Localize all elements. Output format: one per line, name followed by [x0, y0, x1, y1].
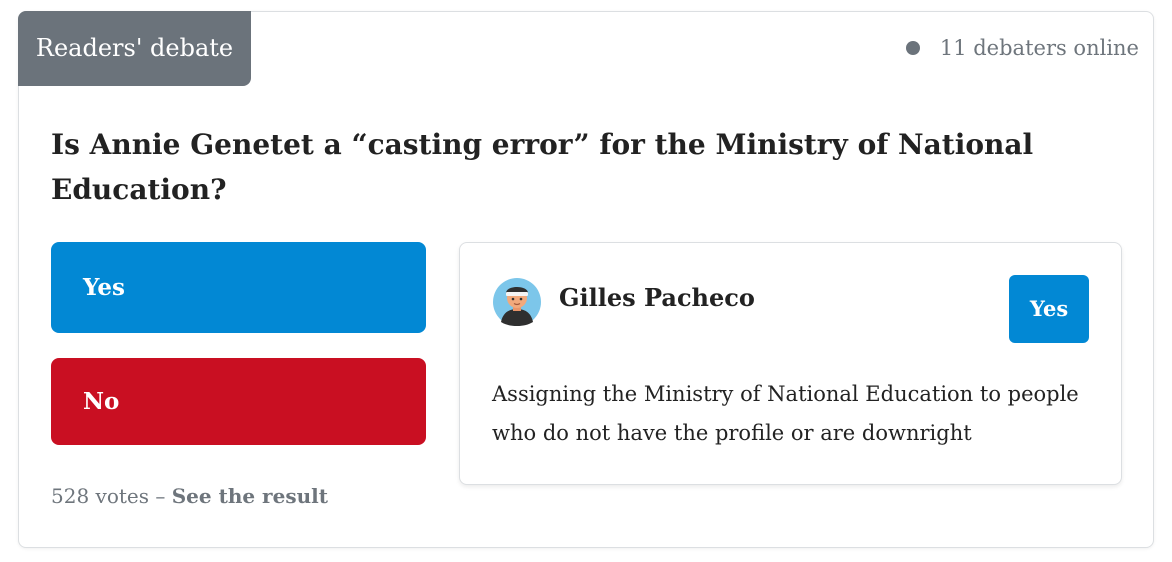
debate-card: Readers' debate 11 debaters online Is An… [18, 11, 1154, 548]
vote-no-button[interactable]: No [51, 358, 426, 445]
debate-question: Is Annie Genetet a “casting error” for t… [51, 128, 1034, 206]
votes-summary: 528 votes – See the result [51, 484, 328, 508]
votes-count: 528 votes – [51, 484, 172, 508]
vote-yes-button[interactable]: Yes [51, 242, 426, 333]
comment-author: Gilles Pacheco [559, 283, 755, 312]
dot-icon [905, 41, 920, 55]
online-status: 11 debaters online [905, 36, 1139, 60]
see-result-link[interactable]: See the result [171, 484, 328, 508]
online-count: 11 debaters online [939, 36, 1139, 60]
readers-debate-tag: Readers' debate [18, 11, 251, 86]
comment-text: Assigning the Ministry of National Educa… [492, 382, 1079, 445]
comment-stance-badge: Yes [1009, 275, 1089, 343]
user-avatar-icon [493, 278, 541, 326]
featured-comment: Gilles Pacheco Yes Assigning the Ministr… [459, 242, 1122, 485]
